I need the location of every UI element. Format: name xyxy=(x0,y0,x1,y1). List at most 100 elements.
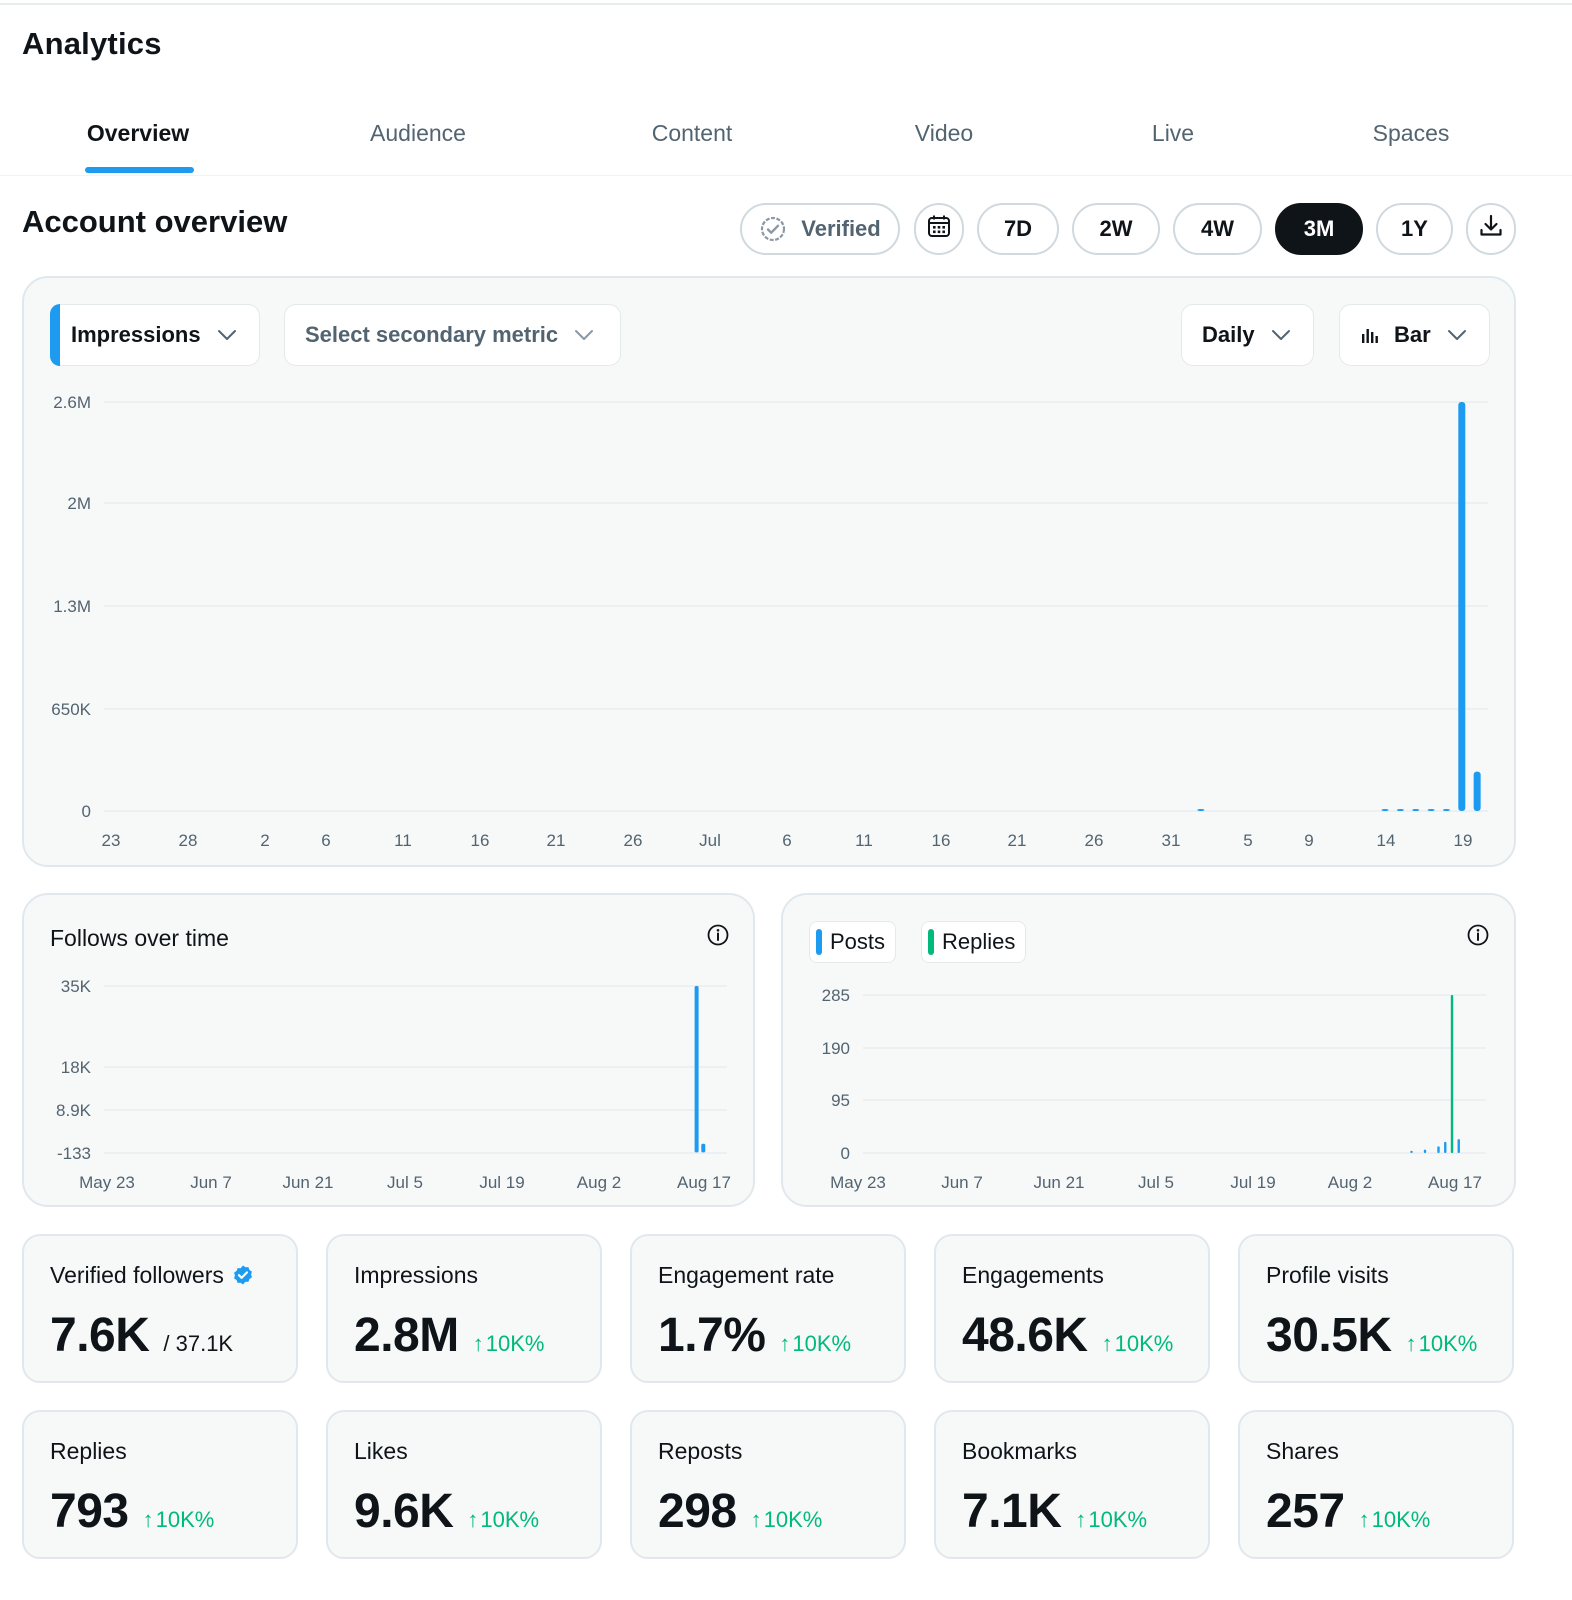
chevron-down-icon xyxy=(574,329,594,341)
arrow-up-icon: ↑ xyxy=(467,1507,479,1532)
legend-posts-label: Posts xyxy=(830,929,886,954)
section-title: Account overview xyxy=(22,204,288,239)
verified-filter-button[interactable]: Verified xyxy=(740,203,900,255)
x-tick-label: May 23 xyxy=(830,1173,886,1192)
range-2w-button[interactable]: 2W xyxy=(1072,203,1160,255)
interval-label: Daily xyxy=(1202,322,1255,347)
y-tick-label: 35K xyxy=(61,977,92,996)
arrow-up-icon: ↑ xyxy=(1405,1331,1417,1356)
stat-change: ↑ 10K% xyxy=(750,1507,823,1532)
stat-card-engagement-rate[interactable]: Engagement rate 1.7% ↑ 10K% xyxy=(630,1234,906,1383)
stat-row: 257 ↑ 10K% xyxy=(1266,1484,1430,1539)
tab-live[interactable]: Live xyxy=(1151,120,1195,146)
impressions-chart-card: Impressions Select secondary metric Dail… xyxy=(22,276,1516,867)
bar-impressions xyxy=(1396,809,1404,811)
verified-filter-label: Verified xyxy=(801,216,881,241)
bar-posts xyxy=(1444,1141,1447,1153)
verified-check-icon xyxy=(759,215,787,243)
tab-spaces[interactable]: Spaces xyxy=(1372,120,1450,146)
tab-overview[interactable]: Overview xyxy=(86,120,190,146)
stat-value: 298 xyxy=(658,1485,737,1538)
bar-impressions xyxy=(1381,809,1389,811)
range-4w-button[interactable]: 4W xyxy=(1173,203,1262,255)
x-tick-label: 28 xyxy=(179,831,198,850)
stat-card-replies[interactable]: Replies 793 ↑ 10K% xyxy=(22,1410,298,1559)
stat-row: 298 ↑ 10K% xyxy=(658,1484,822,1539)
metric-color-indicator xyxy=(50,304,60,366)
y-tick-label: 95 xyxy=(831,1091,850,1110)
stat-change: ↑ 10K% xyxy=(1358,1507,1431,1532)
stat-card-impressions[interactable]: Impressions 2.8M ↑ 10K% xyxy=(326,1234,602,1383)
primary-metric-dropdown[interactable]: Impressions xyxy=(50,304,260,366)
top-divider xyxy=(0,3,1572,5)
date-picker-button[interactable] xyxy=(914,203,964,255)
stat-value: 257 xyxy=(1266,1485,1345,1538)
secondary-metric-dropdown[interactable]: Select secondary metric xyxy=(284,304,621,366)
info-icon[interactable] xyxy=(706,923,730,947)
stat-label: Reposts xyxy=(658,1438,743,1464)
y-tick-label: 190 xyxy=(822,1039,850,1058)
chevron-down-icon xyxy=(217,329,237,341)
posts-swatch xyxy=(816,929,822,955)
chart-style-dropdown[interactable]: Bar xyxy=(1339,304,1490,366)
range-7d-button[interactable]: 7D xyxy=(977,203,1059,255)
tab-audience[interactable]: Audience xyxy=(370,120,466,146)
download-button[interactable] xyxy=(1466,203,1516,255)
stat-card-bookmarks[interactable]: Bookmarks 7.1K ↑ 10K% xyxy=(934,1410,1210,1559)
bar-impressions xyxy=(1412,809,1420,811)
x-tick-label: 19 xyxy=(1454,831,1473,850)
bar-impressions xyxy=(1197,809,1205,811)
arrow-up-icon: ↑ xyxy=(779,1331,791,1356)
y-tick-label: 2M xyxy=(67,494,91,513)
tab-content[interactable]: Content xyxy=(651,120,733,146)
secondary-metric-label: Select secondary metric xyxy=(305,322,559,347)
x-tick-label: 16 xyxy=(932,831,951,850)
arrow-up-icon: ↑ xyxy=(1101,1331,1113,1356)
stat-card-likes[interactable]: Likes 9.6K ↑ 10K% xyxy=(326,1410,602,1559)
y-tick-label: 1.3M xyxy=(53,597,91,616)
replies-swatch xyxy=(928,929,934,955)
stat-card-shares[interactable]: Shares 257 ↑ 10K% xyxy=(1238,1410,1514,1559)
stat-total: / 37.1K xyxy=(163,1331,234,1356)
tab-video[interactable]: Video xyxy=(914,120,974,146)
y-tick-label: 2.6M xyxy=(53,393,91,412)
y-tick-label: 8.9K xyxy=(56,1101,92,1120)
x-tick-label: Jul 5 xyxy=(1138,1173,1174,1192)
x-tick-label: 6 xyxy=(782,831,791,850)
x-tick-label: 11 xyxy=(394,831,412,850)
x-tick-label: Aug 2 xyxy=(577,1173,621,1192)
x-tick-label: 6 xyxy=(321,831,330,850)
bar-posts xyxy=(1423,1149,1427,1153)
legend-replies[interactable]: Replies xyxy=(921,921,1027,963)
posts-replies-bar-chart: 285 190 95 0 May 23 Jun 7 Jun 21 Jul 5 Jul 19 Aug… xyxy=(822,986,1486,1192)
info-icon[interactable] xyxy=(1466,923,1490,947)
stat-label: Replies xyxy=(50,1438,127,1464)
stat-row: 1.7% ↑ 10K% xyxy=(658,1308,851,1363)
stat-card-reposts[interactable]: Reposts 298 ↑ 10K% xyxy=(630,1410,906,1559)
bar-replies xyxy=(1450,995,1454,1153)
stat-label: Engagements xyxy=(962,1262,1104,1288)
range-1y-button[interactable]: 1Y xyxy=(1376,203,1453,255)
interval-dropdown[interactable]: Daily xyxy=(1181,304,1314,366)
x-tick-label: Jun 21 xyxy=(282,1173,333,1192)
arrow-up-icon: ↑ xyxy=(1358,1507,1370,1532)
x-tick-label: Jun 21 xyxy=(1033,1173,1084,1192)
x-tick-label: 23 xyxy=(102,831,121,850)
bar-impressions xyxy=(1427,809,1435,811)
x-tick-label: 26 xyxy=(1085,831,1104,850)
y-tick-label: -133 xyxy=(57,1144,91,1163)
stat-card-profile-visits[interactable]: Profile visits 30.5K ↑ 10K% xyxy=(1238,1234,1514,1383)
stat-card-engagements[interactable]: Engagements 48.6K ↑ 10K% xyxy=(934,1234,1210,1383)
stat-row: 7.6K / 37.1K xyxy=(50,1308,233,1363)
stat-value: 48.6K xyxy=(962,1309,1088,1362)
stat-label: Likes xyxy=(354,1438,408,1464)
stat-card-verified-followers[interactable]: Verified followers 7.6K / 37.1K xyxy=(22,1234,298,1383)
legend-posts[interactable]: Posts xyxy=(809,921,897,963)
range-3m-button[interactable]: 3M xyxy=(1275,203,1363,255)
x-tick-label: Jul 5 xyxy=(387,1173,423,1192)
bar-impressions xyxy=(1473,771,1481,811)
x-tick-label: Aug 17 xyxy=(677,1173,731,1192)
bar-follows xyxy=(701,1143,706,1153)
active-tab-indicator xyxy=(85,167,194,173)
x-tick-label: 11 xyxy=(855,831,873,850)
